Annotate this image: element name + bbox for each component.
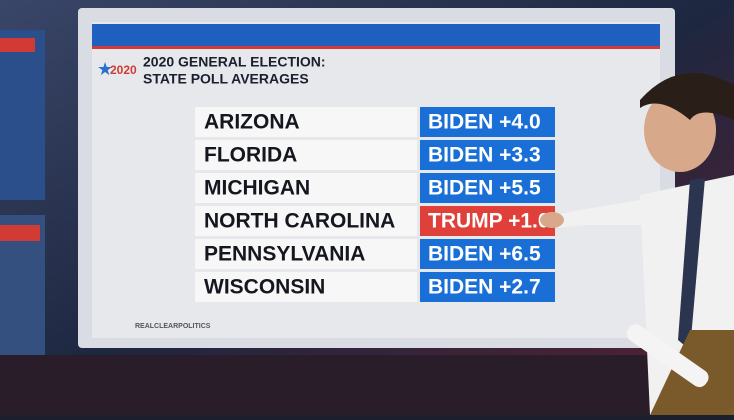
state-cell [195,239,417,269]
state-cell [195,173,417,203]
side-screen-bar [0,225,40,241]
state-cell [195,206,417,236]
poll-result: BIDEN +6.5 [428,243,541,266]
result-cell [420,206,555,236]
source: REALCLEARPOLITICS [135,323,211,330]
side-screen-bar [0,38,35,52]
state-name: MICHIGAN [204,177,310,200]
result-cell [420,272,555,302]
poll-result: BIDEN +3.3 [428,144,541,167]
title-line: STATE POLL AVERAGES [143,71,309,87]
tie [678,178,705,350]
logo: 2020 [110,63,137,77]
result-cell [420,107,555,137]
poll-result: BIDEN +5.5 [428,177,541,200]
state-name: ARIZONA [204,111,300,134]
floor [0,355,734,415]
state-cell [195,140,417,170]
state-cell [195,107,417,137]
state-name: NORTH CAROLINA [204,210,395,233]
poll-table: ARIZONA BIDEN +4.0 FLORIDA BIDEN +3.3 MICHIG… [195,107,555,302]
state-name: PENNSYLVANIA [204,243,365,266]
arm [555,200,645,228]
result-cell [420,173,555,203]
result-cell [420,239,555,269]
result-cell [420,140,555,170]
state-cell [195,272,417,302]
poll-result: TRUMP +1.0 [428,210,550,233]
presenter [540,73,734,415]
header-bar [92,24,660,46]
side-screen [0,215,45,380]
star: ★ [97,59,113,79]
header-stripe [92,46,660,49]
poll-result: BIDEN +4.0 [428,111,541,134]
state-name: FLORIDA [204,144,297,167]
title-line: 2020 GENERAL ELECTION: [143,54,326,70]
hair [640,73,734,120]
papers [626,324,709,388]
poll-result: BIDEN +2.7 [428,276,541,299]
state-name: WISCONSIN [204,276,325,299]
hand [540,212,564,228]
side-screen [0,30,45,200]
